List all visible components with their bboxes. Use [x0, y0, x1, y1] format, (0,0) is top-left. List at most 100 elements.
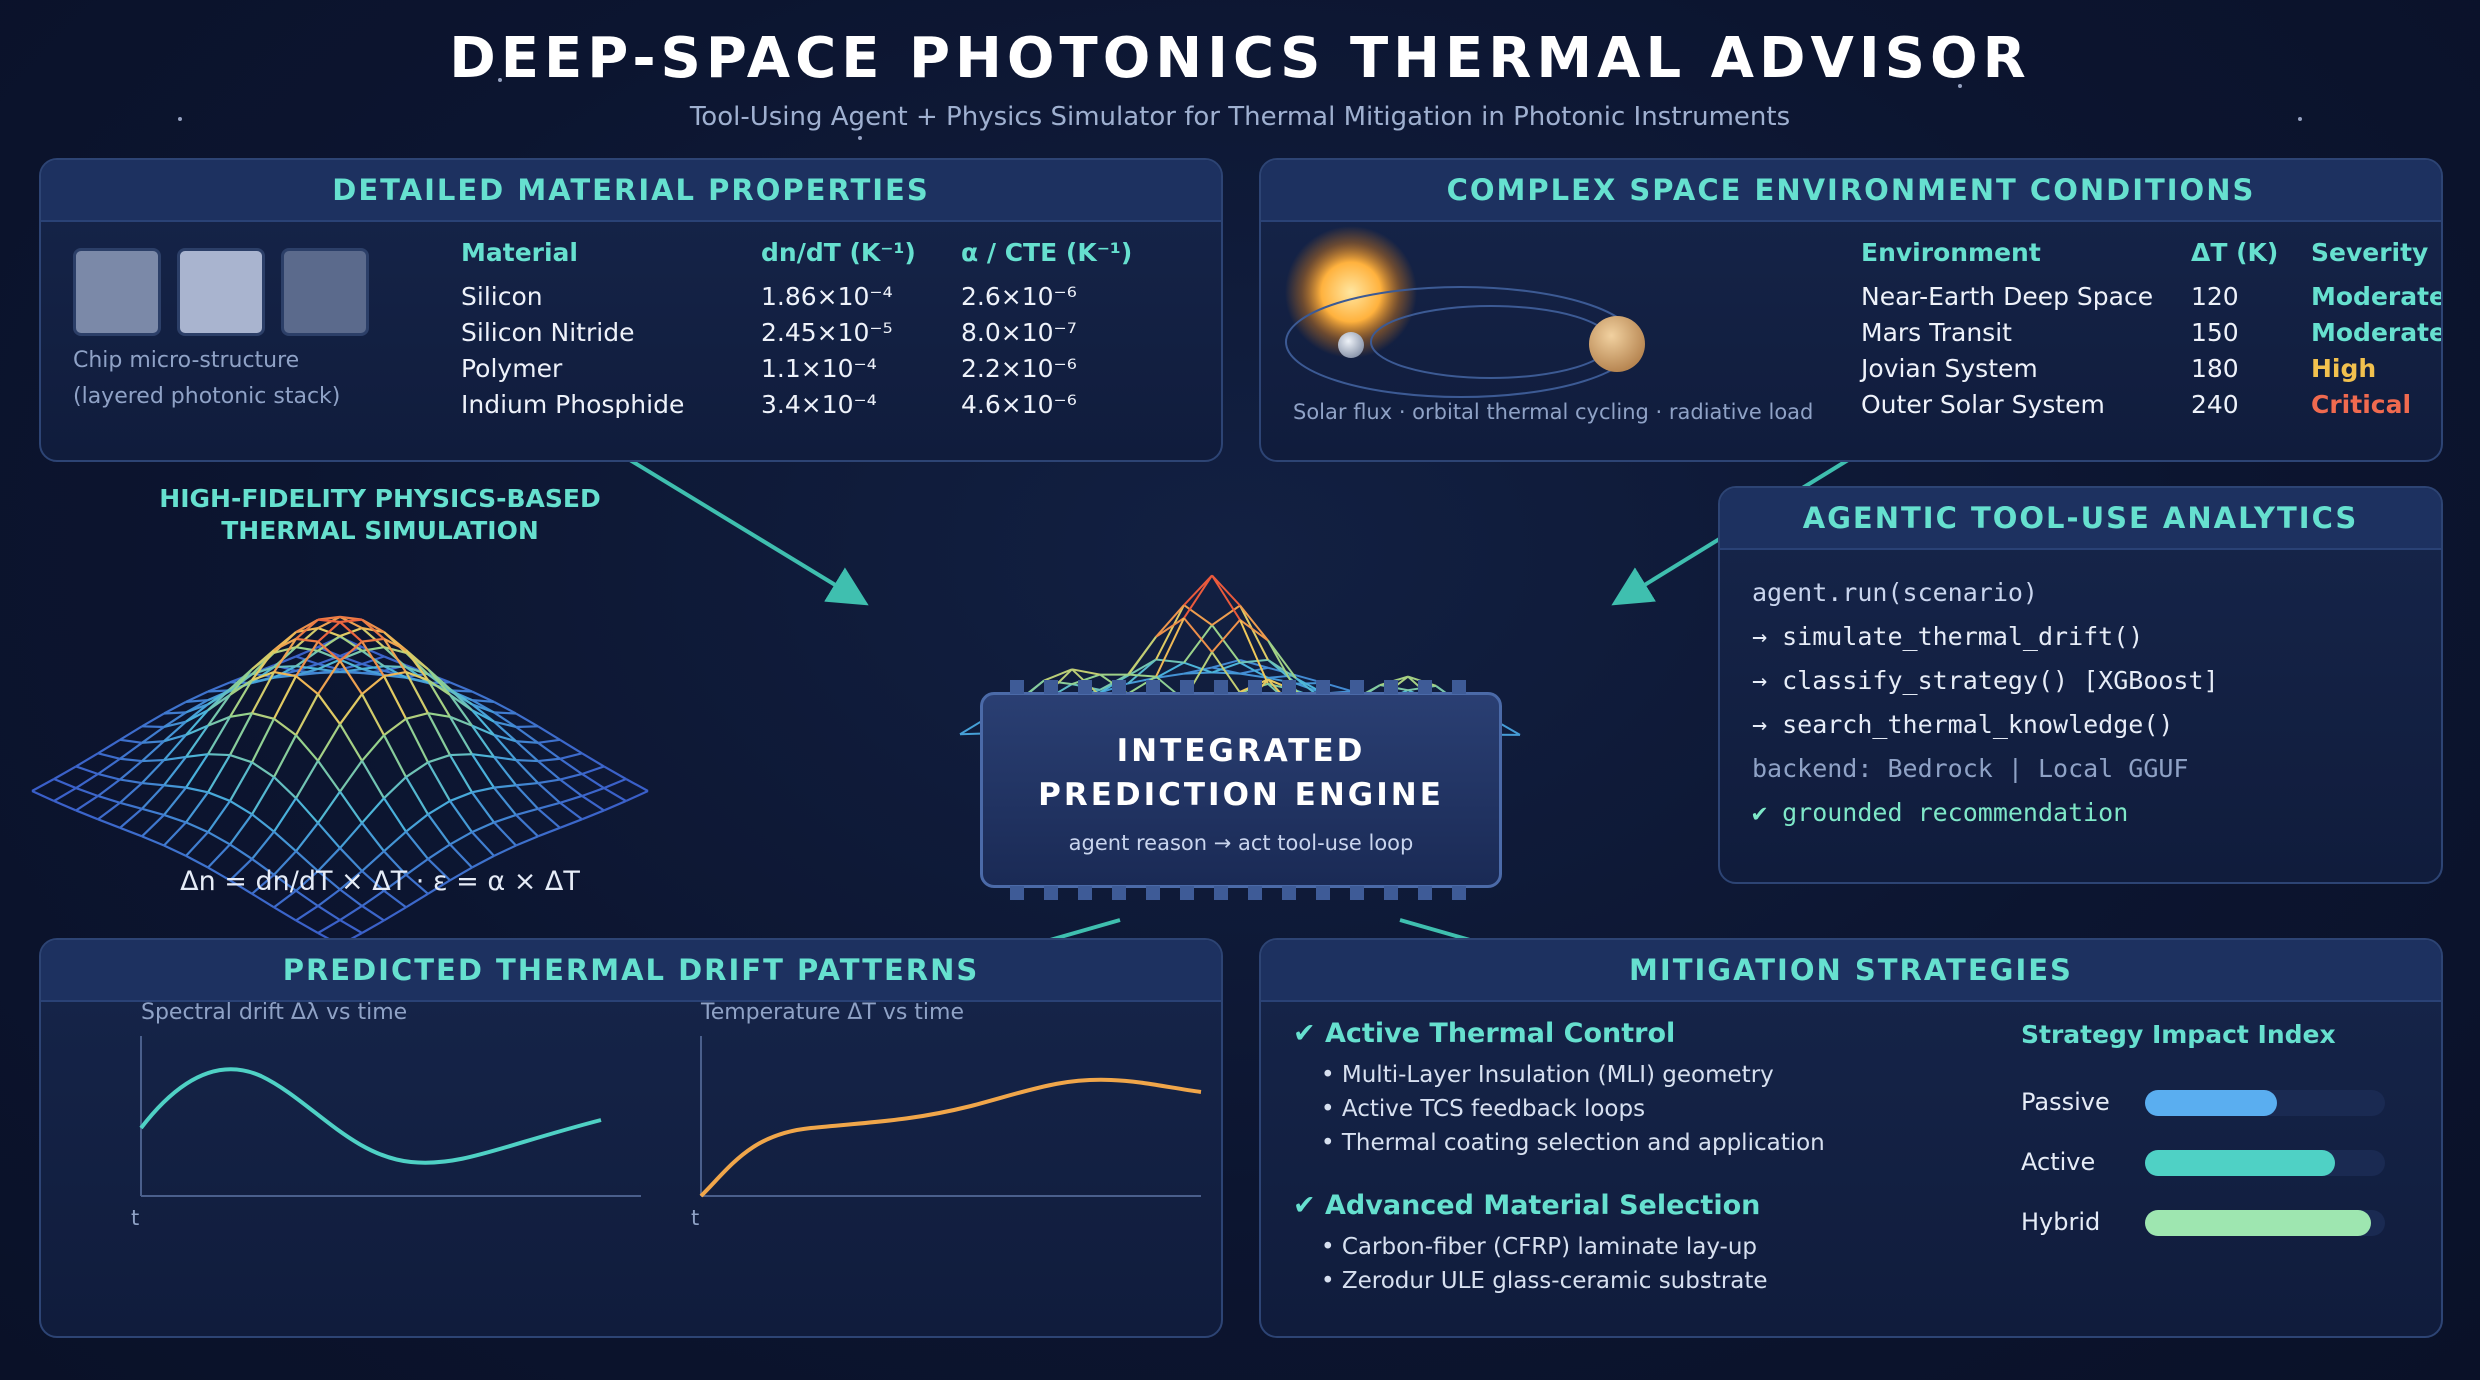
mesh-line	[163, 821, 187, 847]
simulation-label: HIGH-FIDELITY PHYSICS-BASED	[159, 484, 601, 513]
mesh-line	[339, 621, 363, 643]
temperature-plot	[699, 1036, 1202, 1198]
mesh-line	[229, 813, 253, 846]
mesh-line	[163, 733, 187, 743]
mesh-line	[273, 850, 297, 876]
analytics-line: → simulate_thermal_drift()	[1752, 622, 2144, 651]
mesh-line	[493, 786, 517, 816]
mesh-line	[383, 637, 407, 652]
mesh-line	[427, 800, 451, 816]
engine-title-2: PREDICTION ENGINE	[1038, 777, 1444, 813]
mesh-line	[97, 778, 121, 797]
analytics-line: → classify_strategy() [XGBoost]	[1752, 666, 2219, 695]
environment-name: Jovian System	[1861, 354, 2038, 383]
mesh-line	[493, 784, 517, 789]
mesh-line	[141, 814, 165, 838]
col-header-environment: Environment	[1861, 238, 2041, 267]
mesh-line	[163, 784, 187, 789]
mesh-line	[31, 789, 55, 802]
mesh-line	[273, 776, 297, 799]
terrain-line	[1127, 636, 1157, 676]
strategy-item: • Active TCS feedback loops	[1321, 1096, 1646, 1122]
mesh-line	[361, 760, 385, 799]
mesh-line	[515, 759, 539, 784]
mesh-line	[427, 754, 451, 764]
col-header-severity: Severity	[2311, 238, 2429, 267]
mesh-line	[185, 791, 209, 824]
mesh-line	[273, 906, 297, 922]
mesh-line	[405, 666, 429, 676]
mesh-line	[97, 757, 121, 775]
material-properties-title: DETAILED MATERIAL PROPERTIES	[41, 160, 1221, 222]
impact-label-hybrid: Hybrid	[2021, 1208, 2101, 1236]
terrain-line	[1155, 604, 1185, 661]
mesh-line	[339, 790, 363, 824]
terrain-line	[1211, 651, 1241, 694]
mesh-line	[427, 679, 451, 696]
mesh-line	[163, 844, 187, 857]
mesh-line	[361, 665, 385, 671]
mesh-line	[339, 822, 363, 849]
analytics-line: backend: Bedrock | Local GGUF	[1752, 754, 2189, 783]
mesh-line	[273, 830, 297, 853]
mesh-line	[295, 919, 319, 934]
mesh-line	[317, 847, 341, 872]
material-dndt: 1.1×10⁻⁴	[761, 354, 877, 383]
mesh-line	[537, 757, 561, 763]
mesh-line	[361, 627, 385, 649]
page-subtitle: Tool-Using Agent + Physics Simulator for…	[689, 102, 1791, 132]
environment-name: Mars Transit	[1861, 318, 2012, 347]
mesh-line	[405, 649, 429, 681]
mesh-line	[361, 797, 385, 824]
terrain-line	[1127, 658, 1157, 685]
mesh-line	[229, 879, 253, 895]
mesh-line	[471, 709, 495, 723]
mesh-line	[493, 734, 517, 761]
engine-pin	[1384, 680, 1398, 694]
terrain-line	[1183, 671, 1213, 675]
mesh-line	[427, 712, 451, 718]
mesh-line	[185, 709, 209, 723]
engine-pin	[1078, 680, 1092, 694]
mesh-line	[251, 649, 275, 681]
mesh-line	[295, 641, 319, 677]
mesh-line	[295, 822, 319, 852]
mesh-line	[383, 638, 407, 673]
mesh-line	[273, 797, 297, 833]
material-name: Silicon	[461, 282, 543, 311]
mesh-line	[537, 760, 561, 781]
mesh-line	[471, 753, 495, 759]
engine-pin	[1078, 886, 1092, 900]
mesh-line	[251, 718, 275, 763]
mesh-line	[427, 668, 451, 696]
chip-layer-1	[73, 248, 161, 336]
mesh-line	[383, 906, 407, 922]
mesh-line	[339, 760, 363, 793]
mesh-line	[163, 756, 187, 786]
mesh-line	[339, 660, 363, 695]
terrain-line	[1183, 661, 1213, 674]
mesh-line	[207, 681, 231, 693]
col-header-material: Material	[461, 238, 578, 267]
mesh-line	[119, 725, 143, 741]
mesh-line	[383, 873, 407, 892]
mesh-line	[449, 693, 473, 712]
mesh-line	[317, 658, 341, 670]
mesh-line	[229, 668, 253, 696]
mesh-line	[339, 870, 363, 891]
mesh-line	[273, 734, 297, 778]
mesh-line	[295, 889, 319, 907]
mesh-line	[361, 667, 385, 677]
mesh-line	[449, 716, 473, 755]
mesh-line	[185, 753, 209, 789]
strategy-item: • Multi-Layer Insulation (MLI) geometry	[1321, 1062, 1774, 1088]
mesh-line	[449, 753, 473, 757]
mesh-line	[141, 740, 165, 762]
mesh-line	[141, 712, 165, 728]
impact-bar-active	[2145, 1150, 2385, 1176]
mesh-line	[427, 761, 451, 802]
mesh-line	[471, 698, 495, 703]
mesh-line	[185, 690, 209, 703]
mesh-line	[163, 813, 187, 824]
mesh-line	[537, 807, 561, 829]
